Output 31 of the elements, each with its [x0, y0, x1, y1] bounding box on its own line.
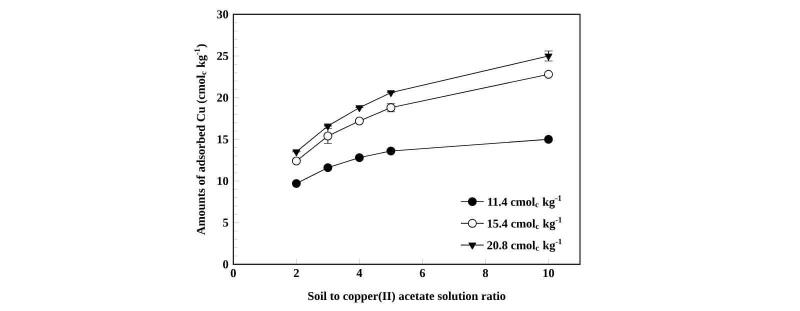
- x-tick-label: 4: [356, 269, 362, 277]
- x-tick-label: 10: [543, 269, 554, 278]
- x-tick-label: 0: [230, 269, 236, 278]
- legend-label: 20.8 cmol$_{c}$ kg$^{-1}$: [487, 238, 562, 252]
- x-tick-label: 2: [294, 269, 299, 277]
- legend-label: 11.4 cmol$_{c}$ kg$^{-1}$: [488, 195, 562, 208]
- point: [323, 132, 332, 140]
- x-axis-title: Soil to copper(II) acetate solution ratio: [308, 292, 506, 303]
- y-axis-title: Amounts of adsorbed Cu (cmol$_{c}$ kg$^{-1}$): [194, 44, 208, 235]
- y-tick-label: 0: [223, 260, 228, 268]
- y-tick-label: 15: [218, 135, 228, 144]
- y-tick-label: 10: [218, 176, 228, 186]
- y-tick-label: 20: [217, 94, 228, 102]
- point: [354, 116, 364, 126]
- point: [387, 90, 395, 98]
- x-tick-label: 6: [420, 269, 426, 278]
- y-tick-label: 25: [217, 52, 228, 60]
- y-tick-label: 5: [223, 218, 228, 227]
- point: [544, 70, 553, 79]
- point: [354, 153, 364, 162]
- point: [323, 163, 332, 172]
- point: [386, 146, 396, 156]
- x-tick-label: 8: [482, 269, 488, 278]
- point: [292, 149, 300, 156]
- point: [324, 124, 332, 130]
- y-tick-label: 30: [217, 10, 228, 18]
- point: [292, 179, 301, 188]
- point: [544, 134, 553, 144]
- point: [356, 105, 364, 112]
- legend-label: 15.4 cmol$_{c}$ kg$^{-1}$: [488, 217, 562, 230]
- point: [292, 156, 301, 166]
